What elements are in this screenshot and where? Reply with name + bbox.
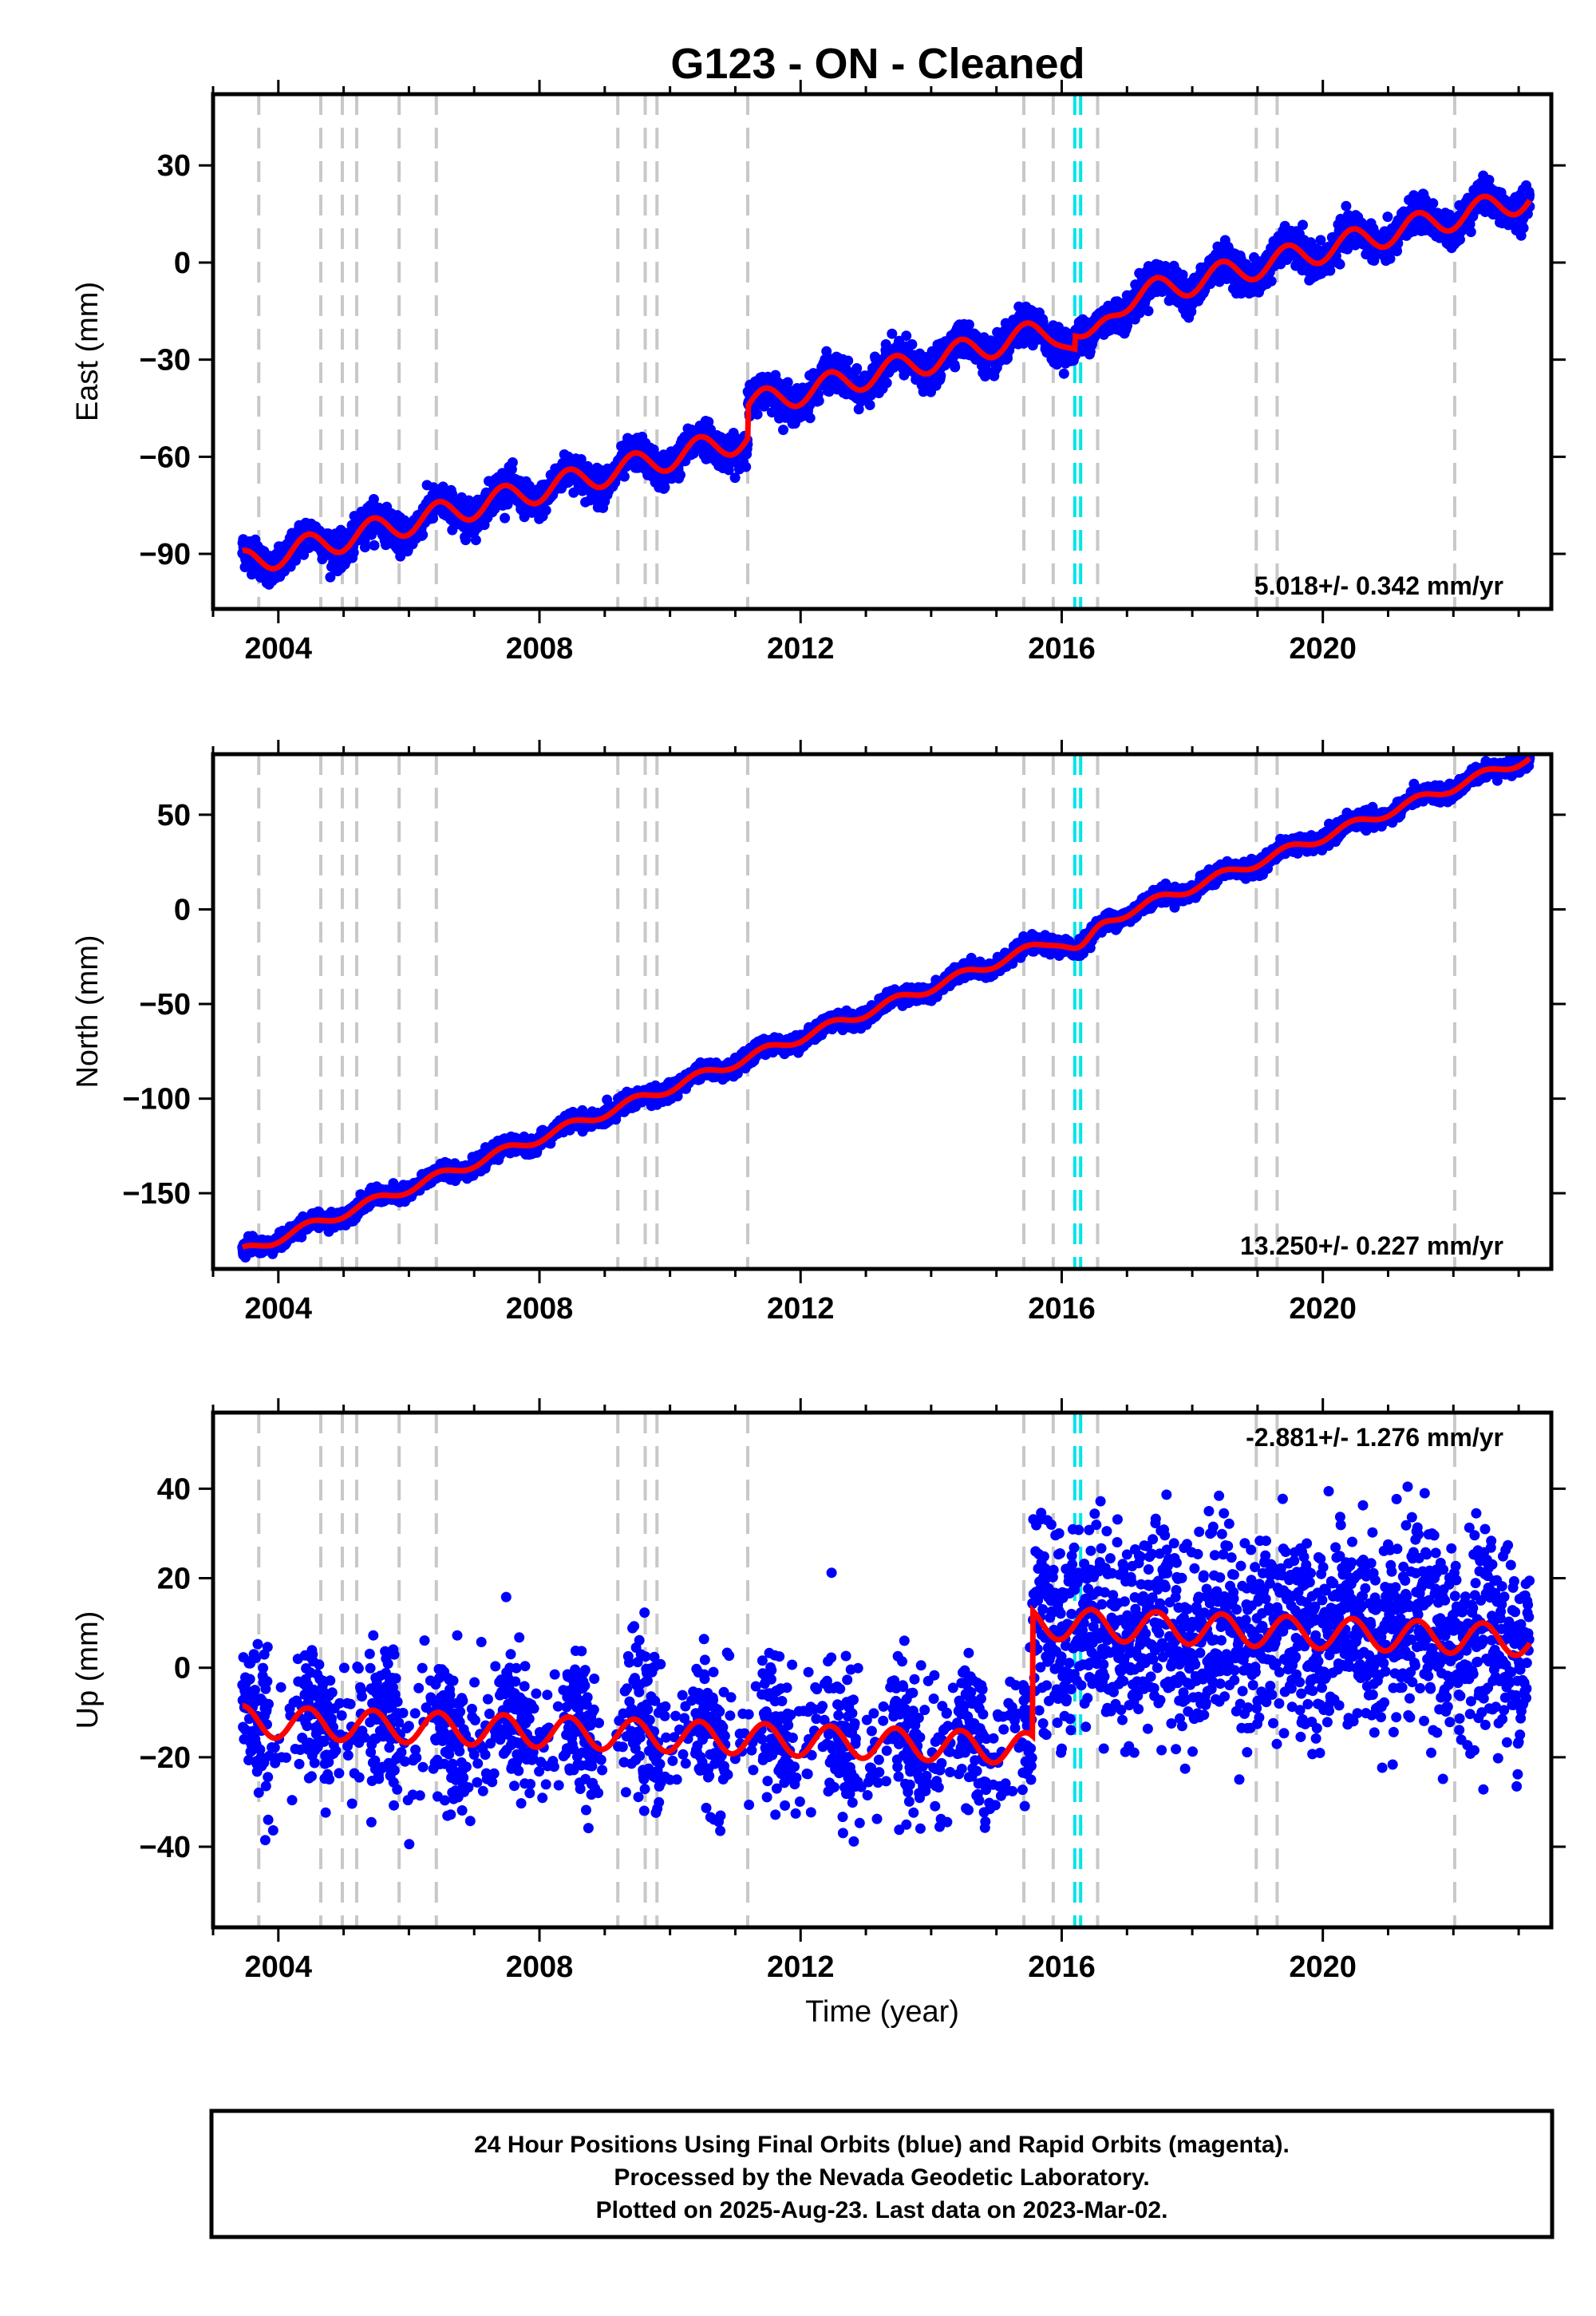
data-point (907, 339, 918, 350)
data-point (507, 457, 518, 468)
data-point (741, 461, 752, 472)
data-point (778, 425, 788, 436)
data-point (460, 535, 471, 546)
data-point (813, 395, 824, 406)
data-point (950, 362, 961, 373)
data-point (675, 469, 685, 480)
data-point (348, 547, 359, 558)
data-point (1428, 198, 1439, 209)
data-point (618, 471, 630, 482)
data-point (1465, 227, 1476, 238)
data-point (1058, 368, 1069, 379)
data-point (1143, 306, 1154, 317)
data-point (843, 355, 854, 366)
data-point (1341, 200, 1352, 211)
data-point (864, 400, 875, 410)
data-point (851, 363, 863, 373)
figure-title: G123 - ON - Cleaned (670, 40, 1084, 88)
data-point (540, 504, 551, 516)
data-point (804, 413, 816, 424)
data-points (237, 170, 1535, 590)
data-point (500, 512, 511, 524)
data-point (1298, 219, 1308, 231)
data-point (1334, 259, 1345, 270)
data-point (1382, 211, 1393, 223)
data-point (935, 370, 946, 381)
data-point (464, 495, 475, 506)
data-point (359, 542, 370, 553)
event-lines (257, 94, 1456, 609)
data-point (369, 539, 380, 551)
data-point (752, 409, 763, 420)
data-point (325, 571, 336, 583)
data-point (417, 529, 429, 540)
data-point (447, 488, 457, 500)
data-point (901, 330, 912, 342)
data-point (470, 535, 481, 546)
data-point (1266, 275, 1277, 287)
data-point (881, 377, 892, 389)
